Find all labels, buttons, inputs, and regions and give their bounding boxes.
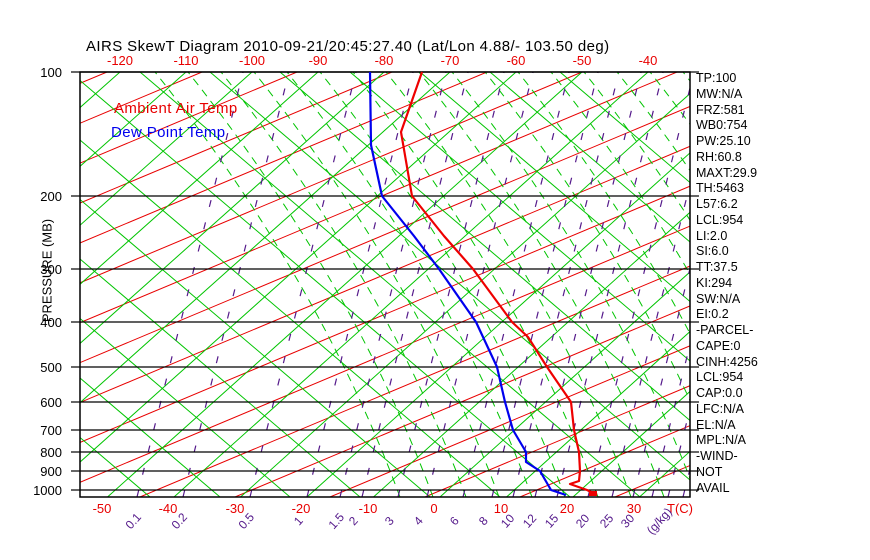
top-temp-tick: -100 — [238, 53, 266, 68]
top-temp-tick: -110 — [173, 53, 199, 68]
stat-line-25: NOT — [696, 465, 723, 479]
stat-line-9: LCL:954 — [696, 213, 744, 227]
ambient-temp-profile-line — [399, 71, 598, 496]
stat-line-8: L57:6.2 — [696, 197, 738, 211]
stat-line-10: LI:2.0 — [696, 229, 728, 243]
bottom-temp-tick: -50 — [92, 501, 112, 516]
stat-line-2: FRZ:581 — [696, 103, 745, 117]
bottom-temp-tick: 10 — [493, 501, 509, 516]
legend-ambient-air-temp: Ambient Air Temp — [114, 100, 238, 117]
stat-line-18: CINH:4256 — [696, 355, 758, 369]
pressure-tick-600: 600 — [40, 395, 62, 410]
stat-line-22: EL:N/A — [696, 418, 736, 432]
top-temp-tick: -50 — [572, 53, 592, 68]
pressure-tick-500: 500 — [40, 360, 62, 375]
chart-title: AIRS SkewT Diagram 2010-09-21/20:45:27.4… — [86, 38, 610, 55]
bottom-temp-tick: 20 — [559, 501, 575, 516]
stat-line-20: CAP:0.0 — [696, 386, 743, 400]
stat-line-24: -WIND- — [696, 449, 738, 463]
pressure-tick-900: 900 — [40, 464, 62, 479]
stat-line-21: LFC:N/A — [696, 402, 744, 416]
pressure-tick-1000: 1000 — [33, 483, 62, 498]
stat-line-1: MW:N/A — [696, 87, 743, 101]
stat-line-6: MAXT:29.9 — [696, 166, 758, 180]
legend-dew-point-temp: Dew Point Temp — [111, 124, 226, 141]
pressure-tick-400: 400 — [40, 315, 62, 330]
stat-line-12: TT:37.5 — [696, 260, 738, 274]
pressure-tick-100: 100 — [40, 65, 62, 80]
stat-line-3: WB0:754 — [696, 118, 748, 132]
bottom-temp-tick: -40 — [158, 501, 178, 516]
stat-line-0: TP:100 — [696, 71, 737, 85]
stat-line-23: MPL:N/A — [696, 433, 747, 447]
stat-line-17: CAPE:0 — [696, 339, 741, 353]
top-temp-tick: -60 — [506, 53, 526, 68]
bottom-temp-tick: -20 — [291, 501, 311, 516]
top-temp-tick: -70 — [440, 53, 460, 68]
stat-line-4: PW:25.10 — [696, 134, 751, 148]
top-temp-tick: -80 — [374, 53, 394, 68]
temp-profile-surface-mark — [589, 491, 597, 496]
bottom-temp-tick: 30 — [626, 501, 642, 516]
top-temp-tick: -90 — [308, 53, 328, 68]
stat-line-14: SW:N/A — [696, 292, 741, 306]
stat-line-7: TH:5463 — [696, 181, 744, 195]
top-temp-tick: -40 — [638, 53, 658, 68]
bottom-temp-tick: -10 — [358, 501, 378, 516]
stat-line-13: KI:294 — [696, 276, 733, 290]
stat-line-16: -PARCEL- — [696, 323, 754, 337]
dew-point-profile-line — [368, 71, 567, 497]
bottom-temp-tick: -30 — [225, 501, 245, 516]
top-temp-tick: -120 — [106, 53, 134, 68]
bottom-temp-tick: 0 — [430, 501, 438, 516]
temp-axis-unit: T(C) — [667, 501, 693, 516]
pressure-tick-800: 800 — [40, 445, 62, 460]
pressure-tick-200: 200 — [40, 189, 62, 204]
stat-line-11: SI:6.0 — [696, 244, 729, 258]
pressure-tick-300: 300 — [40, 262, 62, 277]
plot-grid-lines — [80, 72, 690, 497]
stat-line-26: AVAIL — [696, 481, 730, 495]
pressure-tick-700: 700 — [40, 423, 62, 438]
stat-line-15: EI:0.2 — [696, 307, 729, 321]
stat-line-19: LCL:954 — [696, 370, 744, 384]
stat-line-5: RH:60.8 — [696, 150, 742, 164]
